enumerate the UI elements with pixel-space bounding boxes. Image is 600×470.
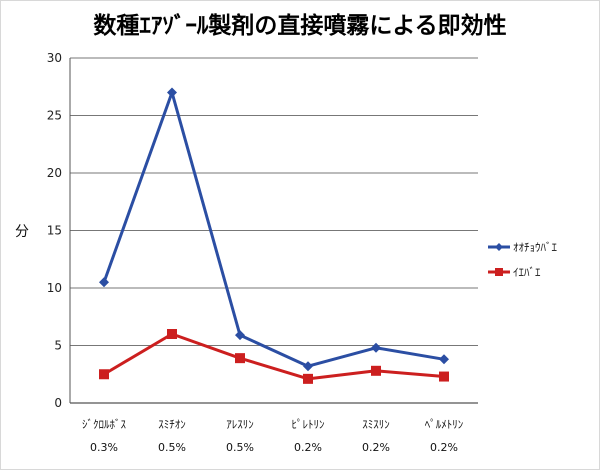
y-tick-label: 30 [47,51,62,65]
y-tick-label: 10 [47,281,62,295]
series-line [103,332,445,381]
data-point [371,342,381,353]
x-category-dose: 0.5% [158,441,186,454]
data-point [371,365,381,376]
x-category-label: ｽﾐｽﾘﾝ [362,418,390,431]
x-category-label: ｱﾚｽﾘﾝ [226,418,254,431]
x-category-dose: 0.2% [362,441,390,454]
x-category-dose: 0.2% [294,441,322,454]
data-point [303,373,313,384]
x-category-label: ﾍﾟﾙﾒﾄﾘﾝ [425,418,464,431]
data-point [167,87,177,98]
x-category-label: ｽﾐﾁｵﾝ [158,418,186,431]
legend-label: ｲｴﾊﾞｴ [513,266,541,279]
y-tick-label: 20 [47,166,62,180]
data-point [303,361,313,372]
series-lines [102,91,445,381]
y-tick-label: 0 [54,396,62,410]
data-point [235,330,245,341]
data-point [439,354,449,365]
x-category-dose: 0.5% [226,441,254,454]
x-axis-categories: ｼﾞｸﾛﾙﾎﾞｽ 0.3% ｽﾐﾁｵﾝ 0.5% ｱﾚｽﾘﾝ 0.5% ﾋﾟﾚﾄﾘﾝ 0.2%… [82,418,463,454]
x-category-label: ﾋﾟﾚﾄﾘﾝ [292,418,325,431]
legend-marker [495,268,503,276]
y-axis-ticks: 0 5 10 15 20 25 30 [47,51,62,410]
legend-label: ｵｵﾁｮｳﾊﾞｴ [513,241,557,254]
y-tick-label: 25 [47,109,62,123]
x-category-label: ｼﾞｸﾛﾙﾎﾞｽ [82,418,126,431]
data-point [99,369,109,380]
gridlines [69,57,478,404]
data-point [235,353,245,364]
x-category-dose: 0.2% [430,441,458,454]
data-point [167,329,177,339]
y-tick-label: 5 [54,339,62,353]
series-line [102,91,445,368]
y-axis-label: 分 [15,224,29,240]
series-markers [99,87,449,384]
data-point [99,277,109,288]
x-category-dose: 0.3% [90,441,118,454]
chart-title: 数種ｴｱｿﾞｰﾙ製剤の直接噴霧による即効性 [93,12,506,39]
y-tick-label: 15 [47,224,62,238]
legend: ｵｵﾁｮｳﾊﾞｴ ｲｴﾊﾞｴ [488,241,557,279]
legend-marker [495,243,503,251]
data-point [439,371,449,382]
